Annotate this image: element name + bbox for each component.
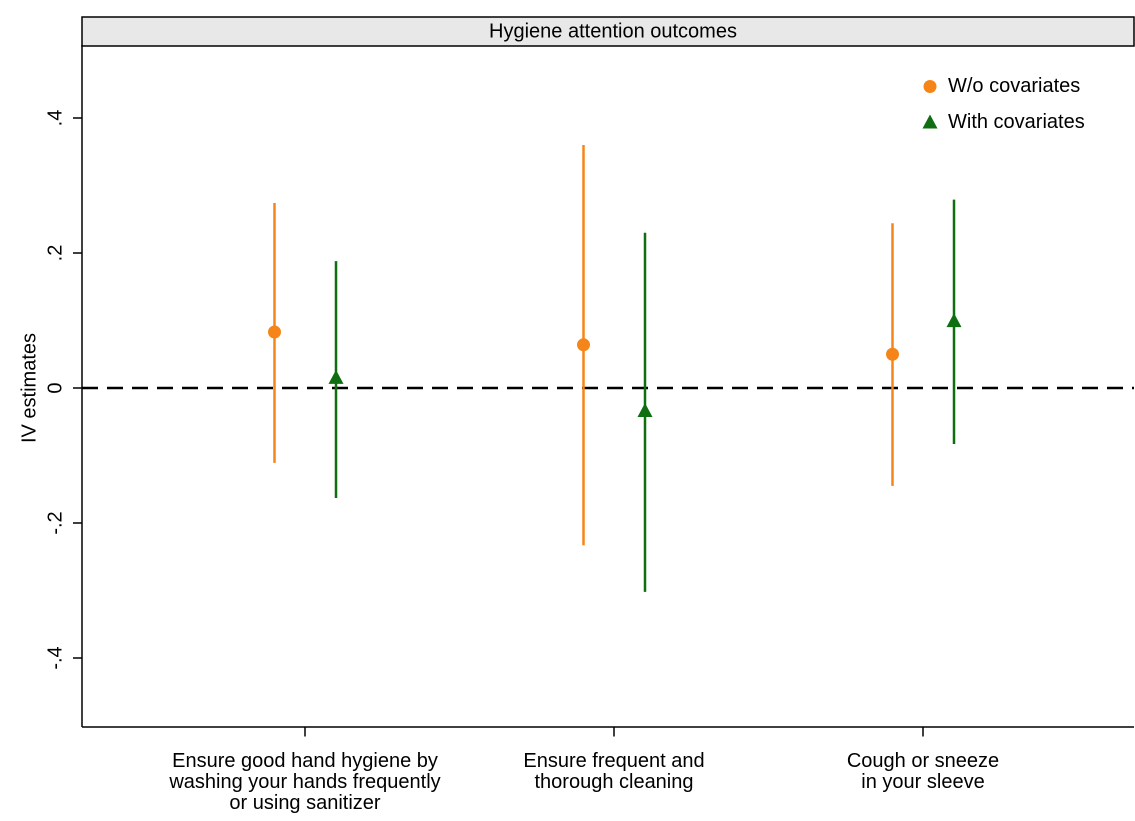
point — [268, 325, 281, 339]
x-tick-label: Ensure frequent and — [523, 750, 704, 772]
y-tick-label: -.4 — [44, 646, 66, 669]
x-tick-label: thorough cleaning — [534, 771, 693, 793]
point — [328, 369, 344, 384]
chart-title: Hygiene attention outcomes — [489, 20, 737, 42]
y-axis-label: IV estimates — [18, 333, 40, 443]
legend-label: W/o covariates — [948, 75, 1080, 97]
title-strip — [81, 16, 1135, 47]
y-tick-label: .2 — [44, 245, 66, 262]
x-tick-label: washing your hands frequently — [168, 771, 440, 793]
point — [886, 347, 899, 361]
point — [577, 338, 590, 352]
x-tick-label: Cough or sneeze — [847, 750, 999, 772]
legend-marker — [922, 114, 938, 129]
legend-marker — [923, 80, 937, 93]
point — [637, 402, 653, 417]
legend-label: With covariates — [948, 111, 1085, 133]
x-tick-label: Ensure good hand hygiene by — [172, 750, 438, 772]
x-tick-label: in your sleeve — [861, 771, 984, 793]
point — [946, 313, 962, 328]
y-tick-label: .4 — [44, 110, 66, 127]
x-tick-label: or using sanitizer — [229, 792, 381, 814]
y-tick-label: 0 — [44, 382, 66, 393]
y-tick-label: -.2 — [44, 511, 66, 534]
